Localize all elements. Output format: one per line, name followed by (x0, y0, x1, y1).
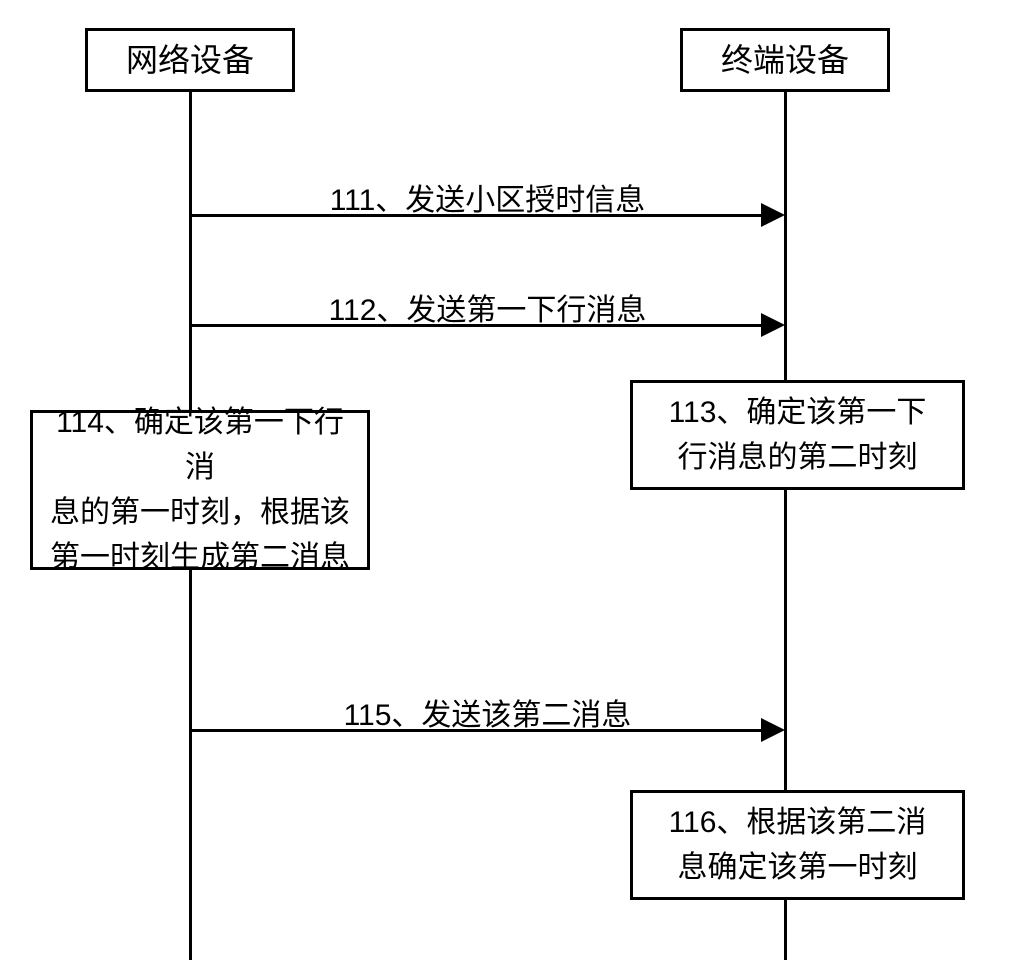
message-115-label: 115、发送该第二消息 (190, 690, 785, 734)
message-112-arrowhead (761, 313, 785, 337)
note-113: 113、确定该第一下 行消息的第二时刻 (630, 380, 965, 490)
message-111-arrow (190, 214, 765, 217)
participant-network-device: 网络设备 (85, 28, 295, 92)
note-113-text: 113、确定该第一下 行消息的第二时刻 (669, 390, 927, 480)
lifeline-right-seg2 (784, 490, 787, 790)
note-114: 114、确定该第一下行消 息的第一时刻，根据该 第一时刻生成第二消息 (30, 410, 370, 570)
note-116-text: 116、根据该第二消 息确定该第一时刻 (669, 800, 927, 890)
sequence-diagram: 网络设备 终端设备 111、发送小区授时信息 112、发送第一下行消息 113、… (0, 0, 1030, 973)
participant-label: 终端设备 (721, 36, 849, 84)
message-111-arrowhead (761, 203, 785, 227)
participant-terminal-device: 终端设备 (680, 28, 890, 92)
note-116: 116、根据该第二消 息确定该第一时刻 (630, 790, 965, 900)
message-112-label: 112、发送第一下行消息 (190, 285, 785, 329)
participant-label: 网络设备 (126, 36, 254, 84)
message-115-arrowhead (761, 718, 785, 742)
lifeline-left-seg1 (189, 92, 192, 410)
message-115-arrow (190, 729, 765, 732)
note-114-text: 114、确定该第一下行消 息的第一时刻，根据该 第一时刻生成第二消息 (45, 400, 355, 580)
message-112-arrow (190, 324, 765, 327)
lifeline-right-seg3 (784, 900, 787, 960)
message-111-label: 111、发送小区授时信息 (190, 175, 785, 219)
lifeline-left-seg2 (189, 570, 192, 960)
